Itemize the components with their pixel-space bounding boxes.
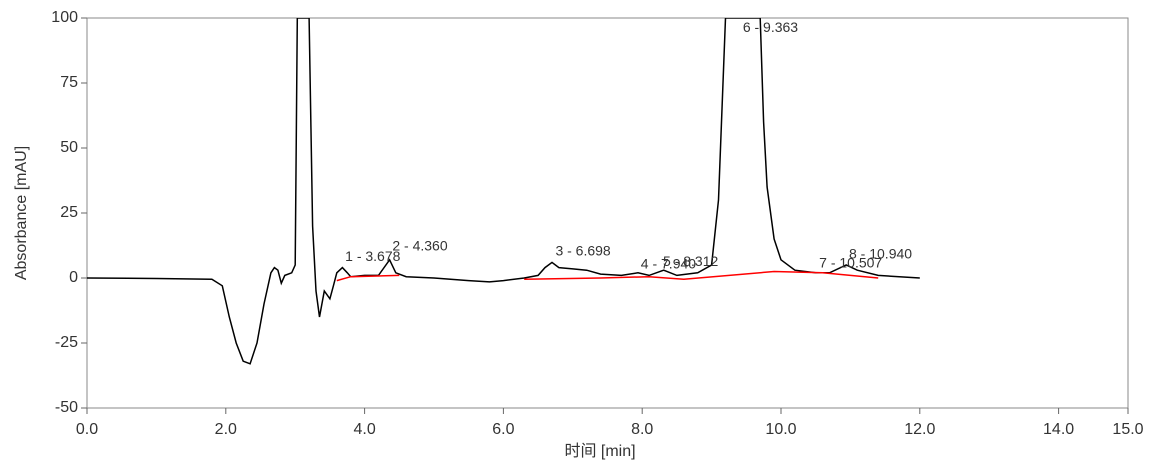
peak-label: 6 - 9.363 xyxy=(743,19,798,35)
peak-label: 1 - 3.678 xyxy=(345,248,400,264)
x-tick-label: 0.0 xyxy=(76,421,98,438)
x-tick-label: 12.0 xyxy=(904,421,935,438)
x-tick-label: 14.0 xyxy=(1043,421,1074,438)
peak-label: 4 - 7.940 xyxy=(641,256,696,272)
x-tick-label: 4.0 xyxy=(353,421,375,438)
y-tick-label: -50 xyxy=(55,399,78,416)
peak-label: 7 - 10.507 xyxy=(819,254,882,270)
x-tick-label: 2.0 xyxy=(215,421,237,438)
x-axis-label: 时间 [min] xyxy=(564,442,635,460)
plot-frame xyxy=(86,17,1129,409)
y-tick-label: -25 xyxy=(55,334,78,351)
y-tick-label: 75 xyxy=(60,74,78,91)
peak-label: 2 - 4.360 xyxy=(392,238,447,254)
y-tick-label: 100 xyxy=(51,9,78,26)
signal-line xyxy=(87,18,920,365)
plot-area xyxy=(87,18,920,365)
peak-label: 5 - 8.312 xyxy=(663,253,718,269)
signal-line xyxy=(336,270,879,282)
x-tick-label: 10.0 xyxy=(765,421,796,438)
x-tick-label: 8.0 xyxy=(631,421,653,438)
peak-label: 3 - 6.698 xyxy=(555,243,610,259)
x-tick-label: 15.0 xyxy=(1112,421,1143,438)
y-axis-label: Absorbance [mAU] xyxy=(13,146,30,280)
peak-label: 8 - 10.940 xyxy=(849,245,912,261)
x-tick-label: 6.0 xyxy=(492,421,514,438)
y-tick-label: 50 xyxy=(60,139,78,156)
y-tick-label: 25 xyxy=(60,204,78,221)
y-tick-label: 0 xyxy=(69,269,78,286)
